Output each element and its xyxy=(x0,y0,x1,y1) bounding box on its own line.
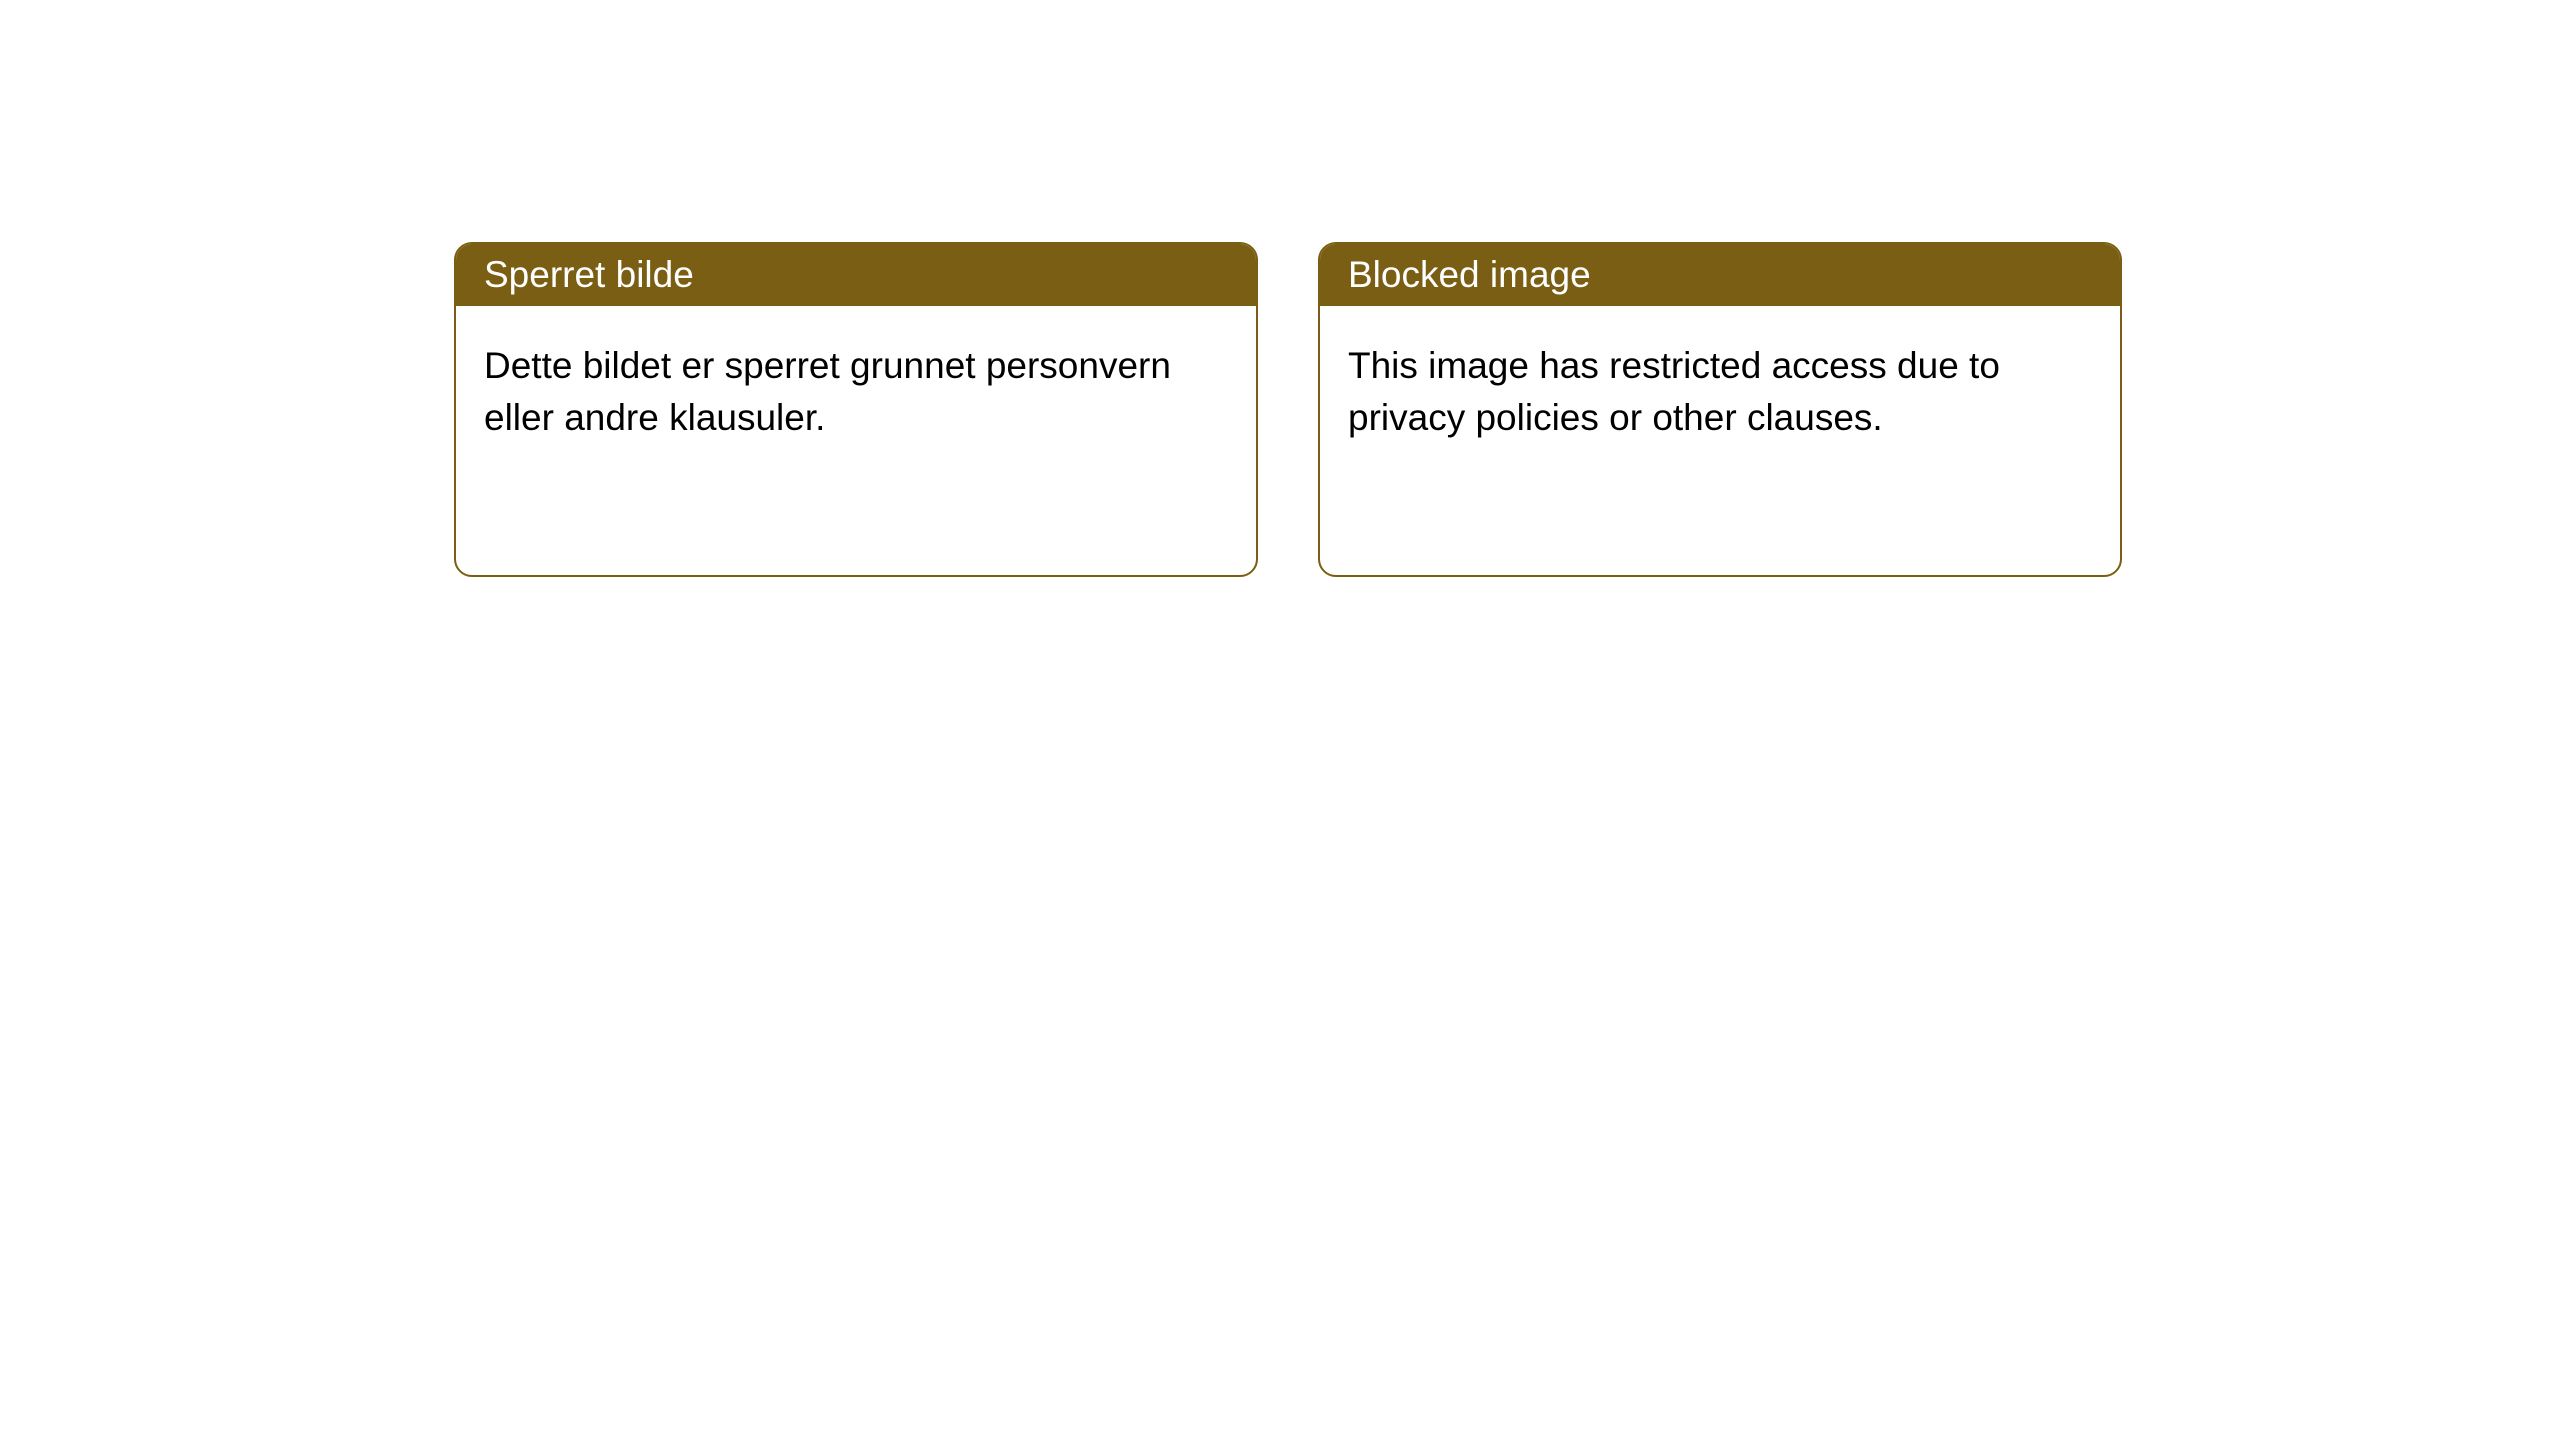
notice-body-norwegian: Dette bildet er sperret grunnet personve… xyxy=(456,306,1256,478)
notice-card-english: Blocked image This image has restricted … xyxy=(1318,242,2122,577)
notice-title-english: Blocked image xyxy=(1320,244,2120,306)
notice-container: Sperret bilde Dette bildet er sperret gr… xyxy=(0,0,2560,577)
notice-title-norwegian: Sperret bilde xyxy=(456,244,1256,306)
notice-card-norwegian: Sperret bilde Dette bildet er sperret gr… xyxy=(454,242,1258,577)
notice-body-english: This image has restricted access due to … xyxy=(1320,306,2120,478)
